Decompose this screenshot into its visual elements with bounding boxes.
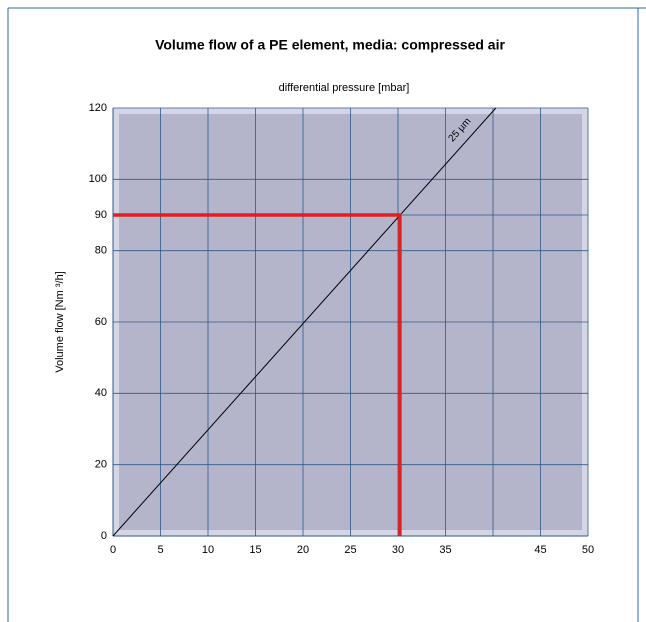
x-tick-label: 20 [297,544,309,556]
x-tick-label: 25 [344,544,356,556]
x-tick-label: 35 [439,544,451,556]
x-tick-label: 50 [582,544,594,556]
y-tick-label: 100 [89,173,107,185]
y-tick-label: 60 [95,316,107,328]
y-tick-label: 80 [95,245,107,257]
x-tick-label: 30 [392,544,404,556]
x-axis-label: differential pressure [mbar] [279,82,410,94]
chart-title: Volume flow of a PE element, media: comp… [155,37,505,53]
y-tick-label: 0 [101,530,107,542]
y-axis-label: Volume flow [Nm ³/h] [54,271,66,372]
x-tick-label: 45 [534,544,546,556]
x-tick-label: 5 [157,544,163,556]
y-tick-label: 120 [89,102,107,114]
x-tick-label: 10 [202,544,214,556]
x-tick-label: 0 [110,544,116,556]
data-line [112,107,497,537]
x-tick-label: 15 [249,544,261,556]
y-tick-label: 90 [95,209,107,221]
y-tick-label: 20 [95,459,107,471]
y-tick-label: 40 [95,387,107,399]
data-line [113,213,402,536]
